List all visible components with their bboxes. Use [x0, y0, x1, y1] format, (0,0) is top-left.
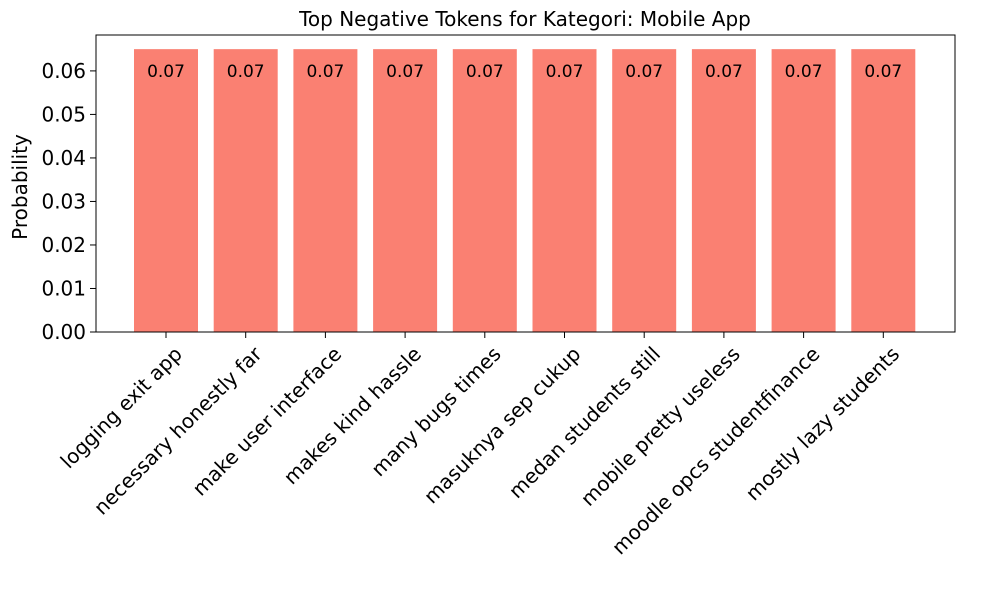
bar-value-label: 0.07 [864, 62, 902, 82]
bar-value-label: 0.07 [147, 62, 185, 82]
bar-value-label: 0.07 [705, 62, 743, 82]
y-tick-label: 0.05 [41, 102, 86, 126]
bar [691, 49, 756, 333]
y-tick-label: 0.04 [41, 146, 86, 170]
bar-value-label: 0.07 [466, 62, 504, 82]
bar [452, 49, 517, 333]
bar [134, 49, 198, 333]
plot-area-frame [95, 34, 956, 333]
x-tick-label: mostly lazy students [741, 342, 904, 505]
bar [612, 49, 677, 333]
y-tick-label: 0.03 [41, 189, 86, 213]
bar [373, 49, 438, 333]
bar-value-label: 0.07 [546, 62, 584, 82]
bar [771, 49, 836, 333]
x-tick-label: mobile pretty useless [576, 342, 745, 511]
x-tick-label: make user interface [188, 342, 347, 501]
bar [213, 49, 278, 333]
chart-title: Top Negative Tokens for Kategori: Mobile… [298, 7, 751, 31]
y-tick-label: 0.00 [41, 320, 86, 344]
bar-value-label: 0.07 [785, 62, 823, 82]
bar-value-label: 0.07 [625, 62, 663, 82]
x-tick-label: makes kind hassle [279, 342, 426, 489]
bars-group [134, 49, 916, 333]
bar [532, 49, 597, 333]
x-tick-label: masuknya sep cukup [419, 342, 585, 508]
bar-labels-group: 0.07 0.07 0.07 0.07 0.07 0.07 0.07 0.07 0.07 0.07 [147, 62, 902, 82]
bar-value-label: 0.07 [227, 62, 265, 82]
bar [293, 49, 358, 333]
bar-value-label: 0.07 [306, 62, 344, 82]
x-tick-label: medan students still [504, 342, 665, 503]
y-axis-ticks: 0.00 0.01 0.02 0.03 0.04 0.05 0.06 [41, 59, 96, 344]
y-tick-label: 0.06 [41, 59, 86, 83]
y-tick-label: 0.02 [41, 233, 86, 257]
y-tick-label: 0.01 [41, 276, 86, 300]
bar-value-label: 0.07 [386, 62, 424, 82]
y-axis-label: Probability [8, 134, 32, 240]
bar [851, 49, 916, 333]
